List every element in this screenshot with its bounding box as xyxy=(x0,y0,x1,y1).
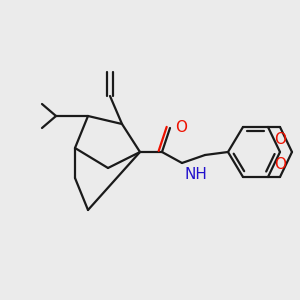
Text: O: O xyxy=(274,157,286,172)
Text: O: O xyxy=(175,121,187,136)
Text: NH: NH xyxy=(184,167,207,182)
Text: O: O xyxy=(274,132,286,147)
